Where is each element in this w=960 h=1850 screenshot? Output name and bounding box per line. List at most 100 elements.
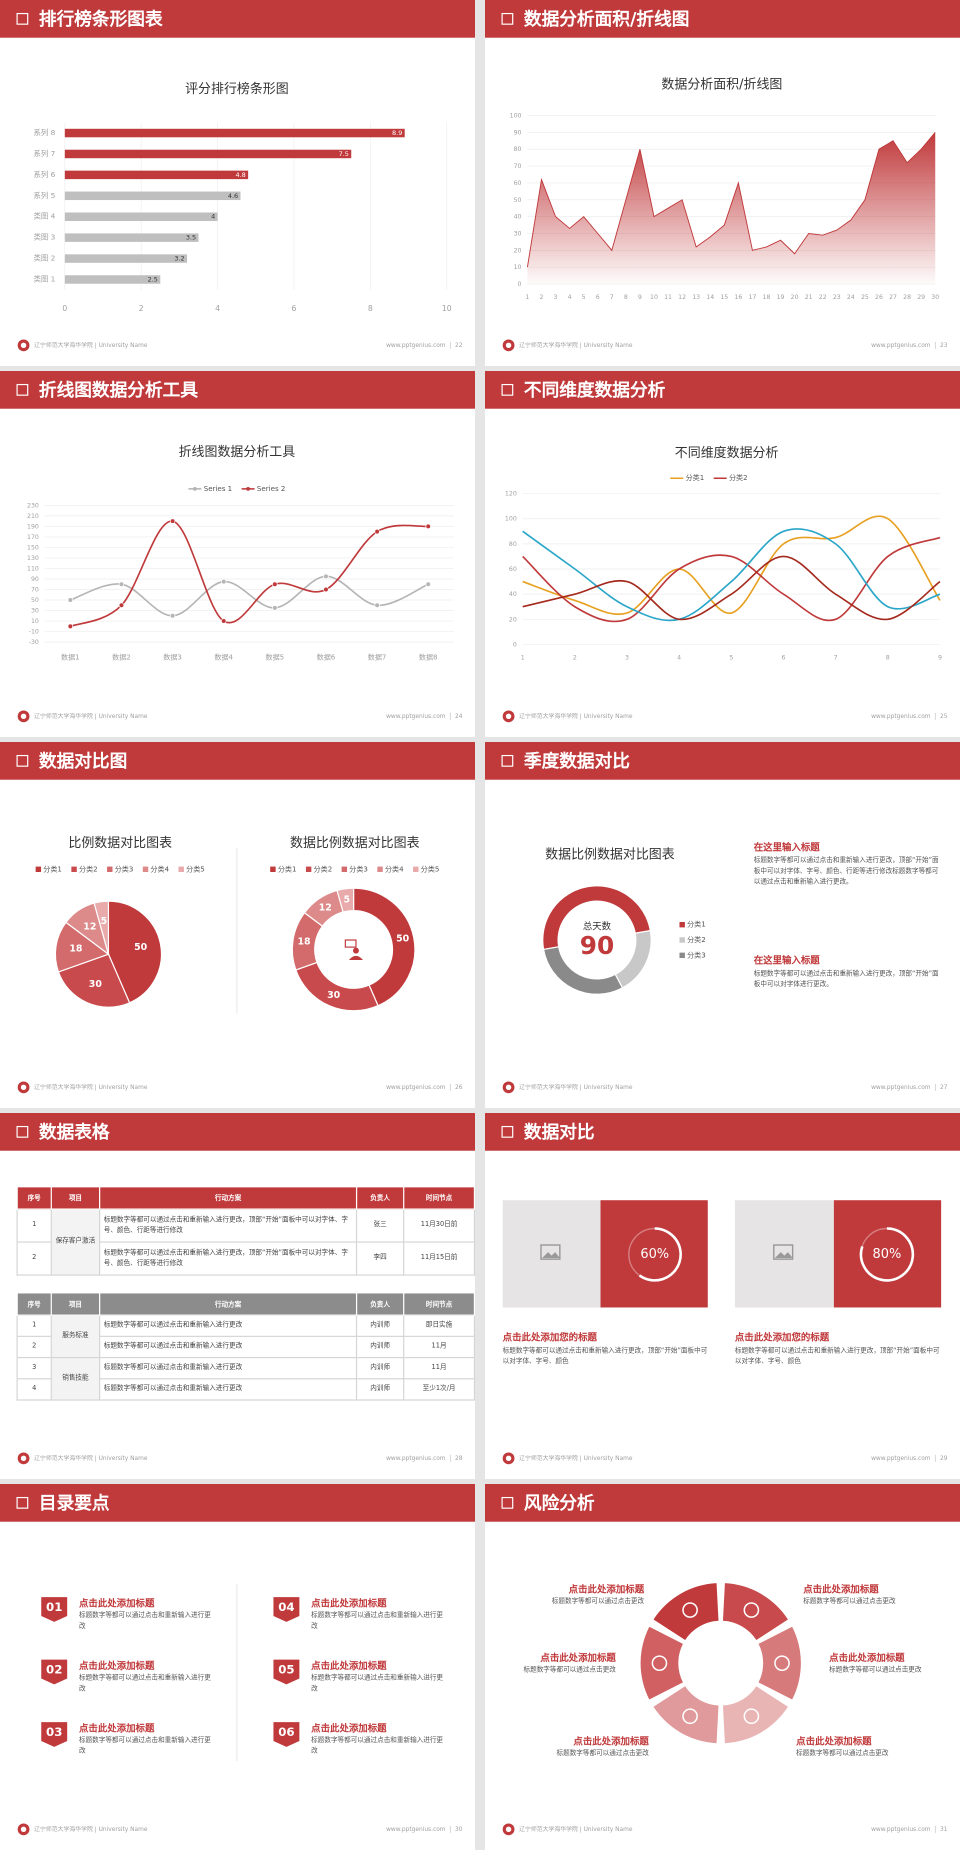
x-tick-label: 2 bbox=[573, 654, 577, 661]
slide-body: 折线图数据分析工具 辽宁师范大学海华学院 | University Name www… bbox=[0, 371, 475, 737]
legend-label: 分类2 bbox=[314, 864, 333, 873]
slide: 风险分析 辽宁师范大学海华学院 | University Name www.pptg… bbox=[485, 1484, 960, 1850]
footer-url: www.pptgenius.com bbox=[871, 343, 931, 349]
bar bbox=[64, 170, 249, 180]
slice bbox=[542, 946, 624, 995]
footer-school: 辽宁师范大学海华学院 | University Name bbox=[34, 1825, 148, 1833]
legend-swatch bbox=[413, 866, 419, 873]
marker bbox=[221, 618, 227, 624]
legend-label: 分类1 bbox=[687, 920, 706, 929]
table-cell: 11月 bbox=[403, 1356, 475, 1380]
header-cell: 行动方案 bbox=[99, 1186, 358, 1210]
footer-logo-inner bbox=[505, 342, 512, 349]
legend-label: Series 1 bbox=[204, 484, 232, 493]
legend: Series 1 Series 2 bbox=[188, 484, 285, 493]
table-row: 4 标题数字等都可以通过点击和重新输入进行更改 内训师 至少1次/月 bbox=[16, 1378, 475, 1401]
chart-title: 折线图数据分析工具 bbox=[179, 445, 296, 460]
item-title: 点击此处添加标题 bbox=[78, 1598, 155, 1609]
footer-logo-inner bbox=[20, 342, 27, 349]
data-table: 序号 项目 行动方案 负责人 时间节点 1 服务标准 标题数字等都可以通过点击和重新输入进行更… bbox=[16, 1292, 475, 1401]
slide: 数据分析面积/折线图 辽宁师范大学海华学院 | University Name ww… bbox=[485, 0, 960, 366]
y-tick-label: 40 bbox=[514, 214, 522, 221]
bar bbox=[64, 149, 352, 159]
slide-title: 排行榜条形图表 bbox=[38, 8, 163, 30]
bar bbox=[64, 275, 161, 284]
slide-header: 折线图数据分析工具 bbox=[0, 371, 475, 409]
slide-header: 不同维度数据分析 bbox=[485, 371, 960, 409]
header-icon bbox=[501, 12, 514, 25]
header-icon bbox=[501, 383, 514, 396]
legend-swatch bbox=[35, 866, 42, 873]
y-tick-label: 20 bbox=[514, 247, 522, 254]
footer-logo-inner bbox=[20, 713, 27, 720]
slide-header: 目录要点 bbox=[0, 1484, 475, 1522]
legend-label: 分类1 bbox=[278, 864, 297, 873]
data-label: 7.5 bbox=[339, 150, 349, 158]
slide: 折线图数据分析工具 辽宁师范大学海华学院 | University Name www… bbox=[0, 371, 475, 737]
progress-arc bbox=[638, 1227, 682, 1282]
y-tick-label: 类图 4 bbox=[34, 211, 56, 221]
header-cell: 项目 bbox=[50, 1186, 101, 1210]
marker bbox=[221, 578, 227, 585]
slide-body: 不同维度数据分析辽宁师范大学海华学院 | University Name www.… bbox=[485, 371, 960, 737]
y-tick-label: 30 bbox=[31, 608, 39, 615]
center-icon-head bbox=[353, 947, 359, 954]
legend-swatch bbox=[178, 866, 184, 873]
table-row: 1 保存客户激活 标题数字等都可以通过点击和重新输入进行更改，顶部“开始”面板中可以… bbox=[16, 1208, 475, 1276]
number-badge bbox=[273, 1659, 300, 1685]
header-icon bbox=[16, 1496, 29, 1509]
marker bbox=[425, 523, 431, 530]
marker bbox=[323, 586, 329, 593]
cycle-segment bbox=[722, 1686, 788, 1744]
block-text: 标题数字等都可以通过点击和重新输入进行更改，顶部“开始”面板中可以对字体、字号、… bbox=[734, 1347, 940, 1366]
progress-arc bbox=[859, 1227, 915, 1282]
cycle-icon bbox=[682, 1602, 698, 1618]
data-label: 12 bbox=[319, 903, 332, 914]
series-line bbox=[522, 515, 941, 616]
footer-page: 31 bbox=[940, 1827, 948, 1833]
y-tick-label: -30 bbox=[29, 639, 39, 646]
item-text: 标题数字等都可以通过点击和重新输入进行更改 bbox=[311, 1737, 444, 1756]
legend-swatch bbox=[107, 866, 113, 873]
legend: 分类1 分类2 分类3 分类4 分类5 bbox=[35, 864, 205, 873]
slide-header: 风险分析 bbox=[485, 1484, 960, 1522]
header-cell: 项目 bbox=[50, 1292, 101, 1316]
slide-title: 季度数据对比 bbox=[523, 750, 630, 772]
data-label: 3.2 bbox=[174, 255, 184, 263]
slide-title: 数据分析面积/折线图 bbox=[523, 8, 690, 30]
data-label: 2.5 bbox=[148, 275, 158, 283]
x-tick-label: 2 bbox=[139, 304, 144, 313]
table-cell: 李四 bbox=[355, 1241, 405, 1276]
y-tick-label: 210 bbox=[27, 513, 39, 520]
legend-swatch bbox=[305, 866, 312, 873]
legend-swatch bbox=[341, 866, 348, 873]
legend-swatch bbox=[679, 937, 685, 943]
footer-page: 26 bbox=[455, 1085, 463, 1091]
footer-url: www.pptgenius.com bbox=[386, 714, 446, 720]
header-cell: 负责人 bbox=[355, 1186, 405, 1210]
x-tick-label: 5 bbox=[729, 654, 733, 661]
slide: 数据对比图 辽宁师范大学海华学院 | University Name www.ppt… bbox=[0, 742, 475, 1108]
data-label: 18 bbox=[69, 944, 82, 955]
series-line bbox=[70, 575, 429, 617]
y-tick-label: 100 bbox=[510, 113, 522, 120]
table-cell: 标题数字等都可以通过点击和重新输入进行更改 bbox=[99, 1356, 358, 1380]
y-tick-label: 130 bbox=[27, 555, 39, 562]
marker bbox=[374, 528, 380, 535]
image-icon-mountain bbox=[774, 1252, 793, 1258]
footer-page: 28 bbox=[455, 1456, 463, 1462]
chart-title: 数据比例数据对比图表 bbox=[545, 848, 675, 863]
table-cell: 至少1次/月 bbox=[403, 1378, 475, 1401]
number-label: 03 bbox=[46, 1725, 62, 1739]
slide-body: 排行榜条形图表 辽宁师范大学海华学院 | University Name www.p… bbox=[0, 0, 475, 366]
cycle-icon bbox=[774, 1655, 790, 1671]
area bbox=[527, 132, 936, 285]
header-row: 序号 项目 行动方案 负责人 时间节点 bbox=[16, 1186, 475, 1210]
slide-canvas: 辽宁师范大学海华学院 | University Name www.pptgeniu… bbox=[502, 445, 948, 723]
data-label: 4 bbox=[211, 213, 215, 221]
x-tick-label: 8 bbox=[886, 654, 890, 661]
x-tick-label: 9 bbox=[938, 654, 942, 661]
bar bbox=[64, 128, 405, 138]
table-cell: 服务标准 bbox=[50, 1314, 101, 1359]
